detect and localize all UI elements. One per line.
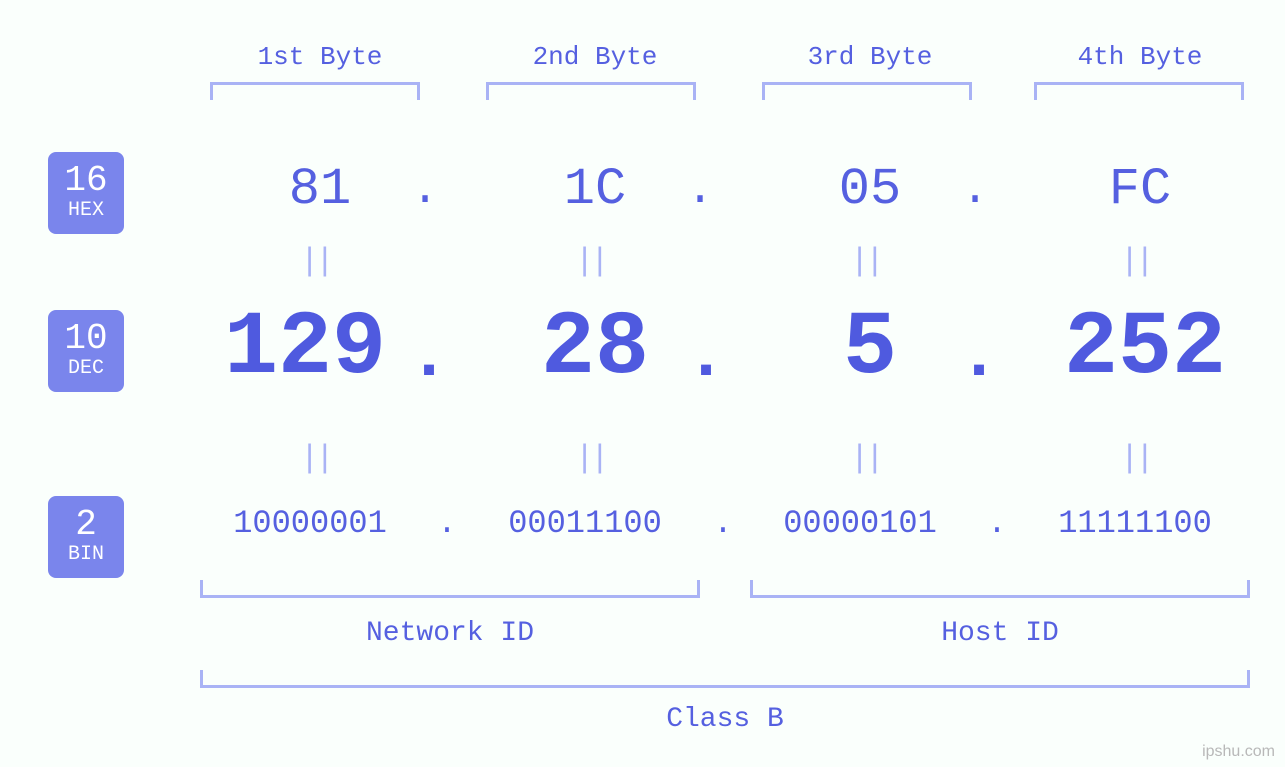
dec-byte-3: 5 xyxy=(760,298,980,400)
dec-byte-4: 252 xyxy=(1035,298,1255,400)
badge-dec-txt: DEC xyxy=(68,357,104,381)
eq-2-1: || xyxy=(300,440,330,477)
byte-label-2: 2nd Byte xyxy=(485,42,705,72)
bin-dot-2: . xyxy=(708,505,738,542)
hex-dot-2: . xyxy=(680,164,720,216)
eq-1-1: || xyxy=(300,243,330,280)
dec-byte-2: 28 xyxy=(485,298,705,400)
badge-dec: 10 DEC xyxy=(48,310,124,392)
dec-byte-1: 129 xyxy=(195,298,415,400)
dec-dot-1: . xyxy=(408,318,448,397)
hex-dot-1: . xyxy=(405,164,445,216)
badge-bin-num: 2 xyxy=(75,507,97,543)
byte-label-1: 1st Byte xyxy=(210,42,430,72)
hex-byte-3: 05 xyxy=(760,160,980,219)
eq-2-4: || xyxy=(1120,440,1150,477)
top-bracket-1 xyxy=(210,82,420,100)
hex-byte-1: 81 xyxy=(210,160,430,219)
hex-byte-4: FC xyxy=(1030,160,1250,219)
byte-label-3: 3rd Byte xyxy=(760,42,980,72)
dec-dot-2: . xyxy=(685,318,725,397)
badge-hex-txt: HEX xyxy=(68,199,104,223)
eq-1-4: || xyxy=(1120,243,1150,280)
network-label: Network ID xyxy=(200,618,700,649)
top-bracket-2 xyxy=(486,82,696,100)
bin-byte-4: 11111100 xyxy=(1020,505,1250,542)
eq-2-2: || xyxy=(575,440,605,477)
badge-bin: 2 BIN xyxy=(48,496,124,578)
top-bracket-4 xyxy=(1034,82,1244,100)
dec-dot-3: . xyxy=(958,318,998,397)
eq-2-3: || xyxy=(850,440,880,477)
watermark: ipshu.com xyxy=(1202,743,1275,761)
byte-label-4: 4th Byte xyxy=(1030,42,1250,72)
ip-diagram: 1st Byte 2nd Byte 3rd Byte 4th Byte 16 H… xyxy=(0,0,1285,767)
class-bracket xyxy=(200,670,1250,688)
bin-dot-1: . xyxy=(432,505,462,542)
bin-byte-3: 00000101 xyxy=(745,505,975,542)
bin-byte-1: 10000001 xyxy=(195,505,425,542)
class-label: Class B xyxy=(200,704,1250,735)
badge-hex-num: 16 xyxy=(64,163,107,199)
host-bracket xyxy=(750,580,1250,598)
hex-dot-3: . xyxy=(955,164,995,216)
bin-byte-2: 00011100 xyxy=(470,505,700,542)
bin-dot-3: . xyxy=(982,505,1012,542)
badge-bin-txt: BIN xyxy=(68,543,104,567)
network-bracket xyxy=(200,580,700,598)
host-label: Host ID xyxy=(750,618,1250,649)
eq-1-3: || xyxy=(850,243,880,280)
hex-byte-2: 1C xyxy=(485,160,705,219)
top-bracket-3 xyxy=(762,82,972,100)
badge-dec-num: 10 xyxy=(64,321,107,357)
eq-1-2: || xyxy=(575,243,605,280)
badge-hex: 16 HEX xyxy=(48,152,124,234)
